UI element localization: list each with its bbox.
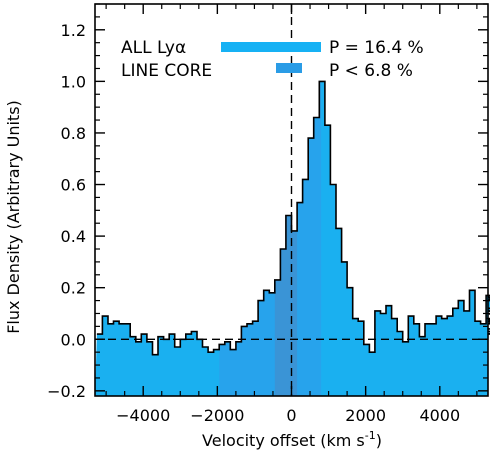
y-tick-label: 0.0 [61, 330, 86, 349]
x-tick-label: −4000 [116, 406, 170, 425]
y-tick-label: 0.8 [61, 124, 86, 143]
y-tick-label: −0.2 [47, 382, 86, 401]
legend: ALL Lyα P = 16.4 % LINE CORE P < 6.8 % [121, 38, 424, 81]
legend-all-bar [221, 42, 321, 52]
x-axis-ticks: −4000 −2000 0 2000 4000 [105, 4, 478, 425]
y-tick-label: 0.6 [61, 176, 86, 195]
legend-core-stat: P < 6.8 % [329, 61, 413, 81]
y-tick-label: 1.0 [61, 72, 86, 91]
y-axis-ticks: −0.2 0.0 0.2 0.4 0.6 0.8 1.0 1.2 [47, 3, 488, 401]
x-tick-label: 4000 [419, 406, 460, 425]
y-tick-label: 0.2 [61, 279, 86, 298]
y-tick-label: 0.4 [61, 227, 86, 246]
legend-core-label: LINE CORE [121, 61, 212, 81]
x-axis-title: Velocity offset (km s-1) [202, 429, 382, 450]
legend-all-stat: P = 16.4 % [329, 38, 424, 58]
legend-all-label: ALL Lyα [121, 38, 186, 58]
x-tick-label: 0 [286, 406, 296, 425]
x-tick-label: 2000 [345, 406, 386, 425]
legend-core-bar [276, 63, 302, 73]
y-axis-title: Flux Density (Arbitrary Units) [4, 100, 23, 334]
x-tick-label: −2000 [190, 406, 244, 425]
all-lya-band [219, 81, 322, 396]
spectrum-histogram-line [96, 80, 490, 356]
y-tick-label: 1.2 [61, 21, 86, 40]
line-core-band [274, 81, 298, 396]
